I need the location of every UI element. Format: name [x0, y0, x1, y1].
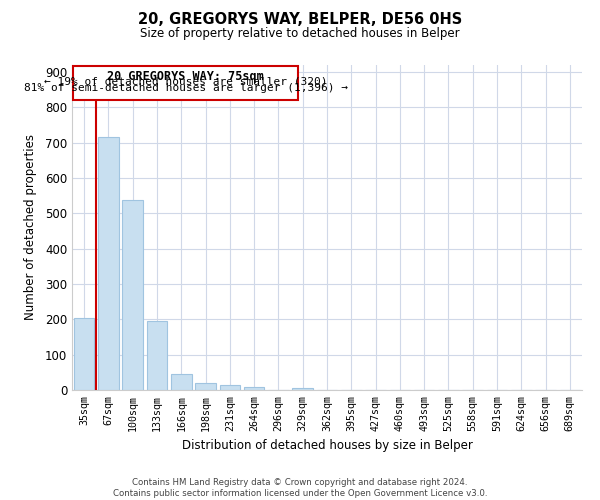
- Bar: [98, 136, 119, 390]
- Text: 20 GREGORYS WAY: 75sqm: 20 GREGORYS WAY: 75sqm: [107, 70, 264, 84]
- Text: ← 19% of detached houses are smaller (320): ← 19% of detached houses are smaller (32…: [44, 76, 327, 86]
- Bar: [171, 374, 191, 390]
- Text: Size of property relative to detached houses in Belper: Size of property relative to detached ho…: [140, 28, 460, 40]
- Bar: [195, 383, 216, 390]
- Bar: [74, 318, 94, 390]
- Bar: [292, 388, 313, 390]
- Bar: [146, 322, 167, 390]
- X-axis label: Distribution of detached houses by size in Belper: Distribution of detached houses by size …: [182, 439, 472, 452]
- Text: 81% of semi-detached houses are larger (1,396) →: 81% of semi-detached houses are larger (…: [23, 84, 347, 94]
- Y-axis label: Number of detached properties: Number of detached properties: [23, 134, 37, 320]
- Bar: [220, 386, 240, 390]
- Bar: [244, 387, 265, 390]
- Bar: [122, 200, 143, 390]
- Text: 20, GREGORYS WAY, BELPER, DE56 0HS: 20, GREGORYS WAY, BELPER, DE56 0HS: [138, 12, 462, 28]
- Bar: [73, 66, 298, 100]
- Text: Contains HM Land Registry data © Crown copyright and database right 2024.
Contai: Contains HM Land Registry data © Crown c…: [113, 478, 487, 498]
